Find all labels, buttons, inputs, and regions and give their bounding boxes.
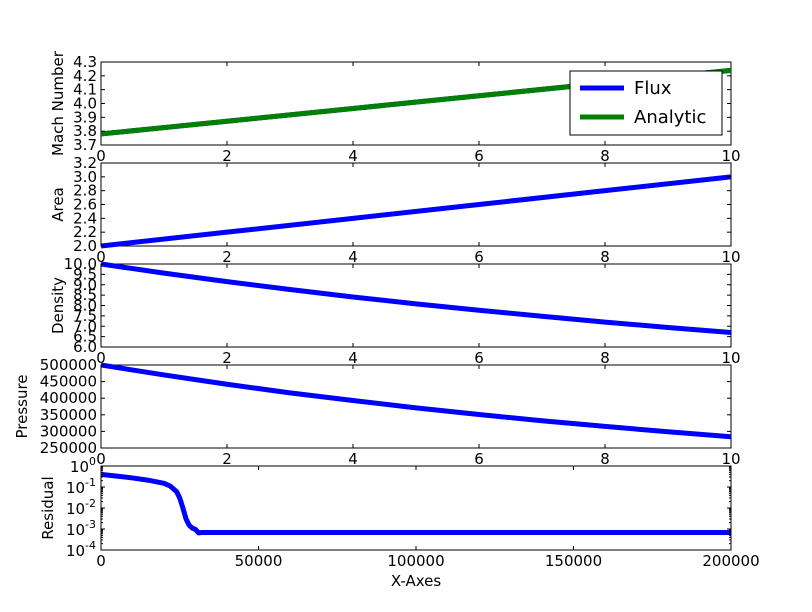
y-tick-label: 10-3 (66, 518, 96, 539)
x-tick-label: 0 (96, 450, 106, 468)
y-axis-label: Mach Number (49, 50, 67, 156)
y-tick-label: 2.4 (73, 209, 97, 227)
x-tick-label: 150000 (545, 552, 602, 570)
legend-label-analytic: Analytic (634, 107, 706, 128)
series-line-series-1 (101, 362, 731, 440)
y-tick-label: 3.2 (73, 154, 97, 172)
chart-panel-5: 0 50000 100000 150000 200000 10-410-310-210-1… (39, 455, 760, 590)
series-line-series-1 (101, 471, 731, 536)
x-tick-label: 4 (348, 450, 358, 468)
x-tick-label: 2 (222, 147, 232, 165)
x-tick-label: 8 (600, 450, 610, 468)
y-tick-label: 10-1 (66, 476, 96, 497)
y-tick-label: 10.0 (64, 255, 97, 273)
axes-frame (100, 465, 732, 551)
x-tick-label: 2 (222, 450, 232, 468)
x-tick-label: 4 (348, 248, 358, 266)
y-tick-label: 4.3 (73, 53, 97, 71)
chart-panel-1: 0 2 4 6 8 10 3.73.83.94.04.14.24.3 Mach Number F… (49, 50, 741, 165)
y-tick-label: 9.0 (73, 276, 97, 294)
y-tick-label: 400000 (40, 389, 97, 407)
y-tick-label: 350000 (40, 406, 97, 424)
y-axis-label: Density (49, 277, 67, 334)
y-tick-label: 2.2 (73, 223, 97, 241)
y-tick-label: 2.8 (73, 182, 97, 200)
x-tick-label: 0 (96, 147, 106, 165)
legend-box (569, 70, 723, 136)
legend: Flux Analytic (569, 70, 723, 136)
x-tick-label: 8 (600, 248, 610, 266)
x-tick-label: 8 (600, 349, 610, 367)
y-tick-label: 3.0 (73, 168, 97, 186)
y-tick-label: 9.5 (73, 265, 97, 283)
series-line-series-1 (101, 261, 731, 335)
x-tick-label: 6 (474, 248, 484, 266)
legend-label-flux: Flux (634, 78, 672, 99)
y-tick-label: 2.0 (73, 237, 97, 255)
x-tick-label: 10 (721, 147, 740, 165)
y-tick-label: 3.8 (73, 122, 97, 140)
y-tick-label: 8.5 (73, 286, 97, 304)
x-tick-label: 10 (721, 248, 740, 266)
x-tick-label: 0 (96, 248, 106, 266)
x-tick-label: 50000 (235, 552, 283, 570)
x-tick-label: 100000 (387, 552, 444, 570)
chart-panel-3: 0 2 4 6 8 10 6.06.57.07.58.08.59.09.510.0 Densi… (49, 255, 741, 367)
y-tick-label: 100 (70, 455, 96, 476)
y-tick-label: 3.7 (73, 136, 97, 154)
y-tick-label: 4.2 (73, 67, 97, 85)
x-tick-label: 4 (348, 147, 358, 165)
y-axis-label: Area (49, 187, 67, 222)
y-tick-label: 10-4 (66, 539, 96, 560)
y-tick-label: 2.6 (73, 196, 97, 214)
x-axis-label: X-Axes (391, 572, 442, 590)
y-tick-label: 10-2 (66, 497, 96, 518)
x-tick-label: 10 (721, 450, 740, 468)
x-tick-label: 200000 (702, 552, 759, 570)
y-tick-label: 7.5 (73, 307, 97, 325)
y-tick-label: 300000 (40, 422, 97, 440)
chart-panel-2: 0 2 4 6 8 10 2.02.22.42.62.83.03.2 Area (49, 154, 741, 266)
y-tick-label: 4.0 (73, 95, 97, 113)
x-tick-label: 10 (721, 349, 740, 367)
x-tick-label: 4 (348, 349, 358, 367)
series-line-series-1 (101, 174, 731, 249)
y-tick-label: 6.0 (73, 338, 97, 356)
y-axis-label: Pressure (13, 374, 31, 438)
y-tick-label: 6.5 (73, 328, 97, 346)
x-tick-label: 8 (600, 147, 610, 165)
y-tick-label: 500000 (40, 356, 97, 374)
x-tick-label: 2 (222, 248, 232, 266)
y-tick-label: 7.0 (73, 317, 97, 335)
y-tick-label: 4.1 (73, 81, 97, 99)
y-tick-label: 8.0 (73, 297, 97, 315)
chart-panel-4: 0 2 4 6 8 10 250000300000350000400000450000500… (13, 356, 741, 468)
y-axis-label: Residual (39, 476, 57, 539)
y-tick-label: 3.9 (73, 108, 97, 126)
y-tick-label: 450000 (40, 373, 97, 391)
y-tick-label: 250000 (40, 439, 97, 457)
x-tick-label: 0 (96, 349, 106, 367)
x-tick-label: 6 (474, 147, 484, 165)
x-tick-label: 6 (474, 349, 484, 367)
x-tick-label: 2 (222, 349, 232, 367)
x-tick-label: 6 (474, 450, 484, 468)
x-tick-label: 0 (96, 552, 106, 570)
